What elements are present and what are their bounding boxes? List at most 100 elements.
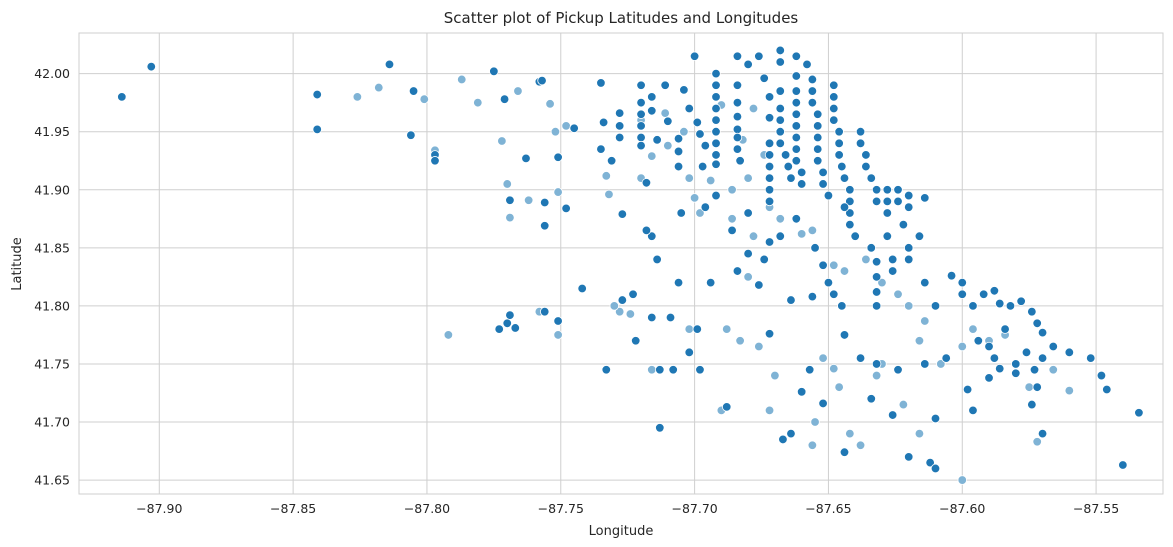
scatter-point: [775, 231, 785, 241]
scatter-point: [764, 150, 775, 160]
scatter-point: [802, 59, 812, 70]
x-tick-labels: −87.90 −87.85 −87.80 −87.75 −87.70 −87.65 −87.…: [136, 501, 1119, 516]
scatter-point: [636, 121, 646, 131]
scatter-point: [813, 109, 823, 119]
scatter-point: [312, 124, 322, 135]
scatter-point: [1064, 385, 1075, 396]
scatter-point: [764, 161, 775, 172]
scatter-point: [839, 330, 850, 340]
scatter-point: [628, 289, 638, 299]
y-tick-label: 41.90: [34, 182, 70, 197]
scatter-point: [850, 231, 860, 241]
scatter-point: [502, 179, 512, 189]
scatter-point: [957, 277, 967, 288]
scatter-point: [783, 161, 793, 172]
scatter-point: [711, 190, 721, 201]
scatter-point: [1037, 327, 1048, 338]
scatter-point: [1011, 359, 1021, 369]
scatter-point: [553, 330, 563, 340]
scatter-point: [807, 225, 818, 236]
scatter-point: [384, 59, 395, 70]
scatter-point: [636, 80, 646, 90]
scatter-point: [973, 336, 984, 346]
scatter-point: [1027, 399, 1037, 410]
scatter-point: [930, 413, 941, 424]
scatter-point: [770, 370, 780, 381]
scatter-point: [1096, 370, 1107, 381]
scatter-point: [877, 277, 887, 288]
scatter-point: [711, 92, 721, 102]
scatter-point: [775, 45, 785, 56]
scatter-point: [1048, 341, 1058, 352]
scatter-point: [705, 277, 716, 288]
scatter-point: [494, 324, 504, 334]
gridlines: [79, 33, 1163, 494]
scatter-point: [775, 57, 785, 67]
scatter-point: [904, 190, 914, 201]
scatter-point: [596, 144, 606, 154]
scatter-point: [989, 353, 1000, 363]
scatter-point: [647, 231, 657, 241]
scatter-point: [818, 260, 828, 270]
y-tick-label: 41.70: [34, 415, 70, 430]
scatter-point: [711, 138, 721, 149]
scatter-point: [946, 270, 957, 281]
scatter-point: [631, 336, 641, 346]
scatter-point: [727, 225, 737, 236]
scatter-point: [882, 185, 893, 195]
scatter-point: [893, 289, 903, 299]
scatter-point: [829, 363, 839, 374]
scatter-point: [695, 365, 705, 375]
scatter-point: [553, 187, 563, 197]
scatter-point: [601, 365, 611, 375]
scatter-point: [636, 140, 646, 151]
scatter-point: [898, 399, 909, 410]
scatter-point: [521, 153, 531, 164]
scatter-point: [553, 316, 563, 326]
scatter-point: [513, 86, 523, 96]
scatter-point: [735, 156, 745, 166]
scatter-point: [968, 405, 978, 416]
scatter-point: [786, 173, 796, 183]
scatter-point: [614, 132, 625, 143]
scatter-point: [941, 353, 951, 363]
scatter-point: [1000, 324, 1010, 334]
scatter-point: [505, 212, 515, 223]
scatter-point: [984, 341, 994, 352]
scatter-point: [505, 195, 515, 205]
scatter-point: [839, 173, 850, 183]
scatter-point: [930, 463, 941, 474]
scatter-point: [775, 115, 785, 125]
scatter-point: [1021, 347, 1032, 358]
scatter-point: [861, 161, 871, 172]
scatter-point: [791, 132, 802, 143]
scatter-point: [1064, 347, 1075, 358]
scatter-point: [834, 127, 844, 137]
scatter-point: [652, 135, 662, 145]
scatter-point: [810, 243, 820, 253]
scatter-point: [791, 156, 802, 166]
scatter-point: [807, 86, 818, 96]
chart-title: Scatter plot of Pickup Latitudes and Lon…: [444, 9, 799, 27]
scatter-point: [743, 272, 753, 282]
scatter-point: [443, 330, 454, 340]
scatter-point: [813, 121, 823, 131]
scatter-point: [871, 196, 882, 207]
scatter-point: [1032, 437, 1042, 447]
y-axis-label: Latitude: [10, 237, 25, 291]
scatter-point: [711, 159, 721, 169]
x-tick-label: −87.75: [538, 501, 584, 516]
y-tick-label: 41.95: [34, 124, 70, 139]
scatter-point: [904, 243, 914, 253]
scatter-point: [660, 80, 670, 90]
scatter-point: [764, 92, 775, 102]
scatter-point: [647, 312, 657, 323]
scatter-point: [673, 277, 684, 288]
scatter-point: [807, 291, 818, 302]
scatter-point: [569, 123, 579, 133]
scatter-point: [668, 365, 678, 375]
scatter-point: [735, 336, 745, 346]
scatter-point: [647, 106, 657, 116]
scatter-point: [684, 173, 694, 183]
scatter-point: [689, 193, 700, 203]
